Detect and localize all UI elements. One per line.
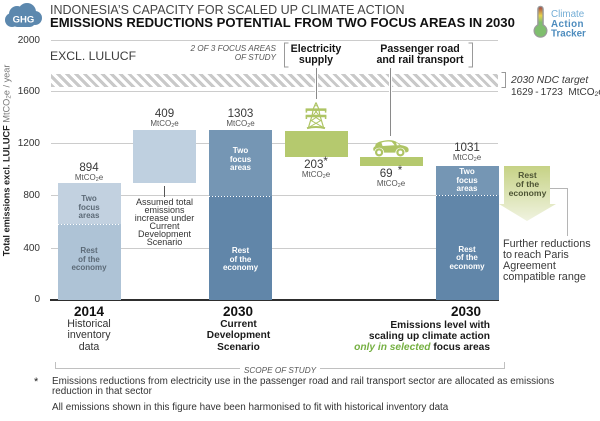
svg-text:Climate: Climate: [551, 9, 585, 20]
svg-text:Action: Action: [551, 19, 584, 30]
svg-text:Tracker: Tracker: [551, 29, 586, 39]
svg-text:GHG: GHG: [13, 15, 35, 26]
